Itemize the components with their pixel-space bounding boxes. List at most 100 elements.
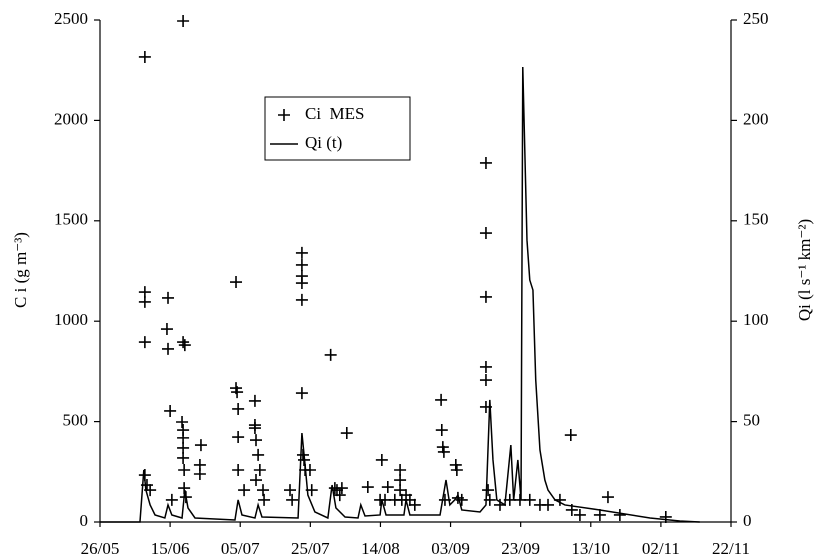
scatter-point <box>455 493 468 506</box>
scatter-point <box>435 393 448 406</box>
scatter-point <box>564 429 577 442</box>
scatter-point <box>238 484 251 497</box>
y-tick-label: 1000 <box>54 310 88 329</box>
scatter-point <box>482 484 495 497</box>
scatter-point <box>178 339 191 352</box>
scatter-point <box>295 246 308 259</box>
scatter-point <box>286 493 299 506</box>
x-tick-label: 14/08 <box>361 539 400 558</box>
x-tick-label: 13/10 <box>571 539 610 558</box>
scatter-point <box>437 445 450 458</box>
scatter-point <box>138 336 151 349</box>
y-tick-label: 0 <box>80 511 89 530</box>
y-tick-label: 2500 <box>54 9 88 28</box>
x-tick-label: 05/07 <box>221 539 260 558</box>
x-tick-label: 03/09 <box>431 539 470 558</box>
scatter-point <box>162 291 175 304</box>
scatter-point <box>248 394 261 407</box>
scatter-point <box>295 293 308 306</box>
scatter-point <box>435 424 448 437</box>
scatter-point <box>295 387 308 400</box>
scatter-point <box>613 508 626 521</box>
legend-label: Ci MES <box>305 104 365 123</box>
scatter-point <box>194 439 207 452</box>
scatter-point <box>257 484 270 497</box>
scatter-point <box>601 491 614 504</box>
scatter-point <box>162 342 175 355</box>
scatter-point <box>177 15 190 28</box>
scatter-point <box>479 156 492 169</box>
y2-tick-label: 200 <box>743 109 769 128</box>
scatter-point <box>479 227 492 240</box>
x-tick-label: 02/11 <box>642 539 680 558</box>
scatter-point <box>593 508 606 521</box>
legend-box <box>264 96 411 161</box>
y2-axis-label: Qi (l s⁻¹ km⁻²) <box>795 219 814 321</box>
x-tick-label: 22/11 <box>712 539 750 558</box>
scatter-point <box>165 493 178 506</box>
y-tick-label: 1500 <box>54 210 88 229</box>
scatter-point <box>258 493 271 506</box>
scatter-point <box>295 277 308 290</box>
scatter-point <box>249 434 262 447</box>
scatter-point <box>176 416 189 429</box>
x-tick-label: 23/09 <box>501 539 540 558</box>
y2-tick-label: 250 <box>743 9 769 28</box>
scatter-point <box>408 498 421 511</box>
y2-tick-label: 0 <box>743 511 752 530</box>
scatter-point <box>479 290 492 303</box>
y-axis-label: C i (g m⁻³) <box>11 232 30 308</box>
scatter-point <box>542 498 555 511</box>
y2-tick-label: 100 <box>743 310 769 329</box>
scatter-point <box>231 386 244 399</box>
scatter-point <box>335 482 348 495</box>
scatter-point <box>659 510 672 523</box>
scatter-point <box>375 453 388 466</box>
scatter-point <box>177 431 190 444</box>
scatter-point <box>138 295 151 308</box>
scatter-point <box>394 474 407 487</box>
scatter-point <box>232 463 245 476</box>
scatter-point <box>394 463 407 476</box>
scatter-point <box>436 441 449 454</box>
scatter-point <box>248 422 261 435</box>
scatter-point <box>232 431 245 444</box>
y-tick-label: 500 <box>63 411 89 430</box>
scatter-point <box>177 441 190 454</box>
scatter-point <box>284 484 297 497</box>
scatter-point <box>295 258 308 271</box>
scatter-point <box>324 348 337 361</box>
x-tick-label: 26/05 <box>81 539 120 558</box>
scatter-point <box>249 474 262 487</box>
scatter-point <box>450 463 463 476</box>
legend-label: Qi (t) <box>305 133 342 152</box>
scatter-point <box>252 448 265 461</box>
scatter-point <box>193 468 206 481</box>
scatter-point <box>340 427 353 440</box>
scatter-point <box>232 402 245 415</box>
line-series <box>100 66 700 523</box>
scatter-point <box>449 458 462 471</box>
scatter-point <box>573 508 586 521</box>
scatter-point <box>479 360 492 373</box>
x-tick-label: 15/06 <box>151 539 190 558</box>
legend-marker <box>278 109 290 121</box>
y-tick-label: 2000 <box>54 109 88 128</box>
scatter-point <box>164 404 177 417</box>
scatter-point <box>178 463 191 476</box>
scatter-point <box>394 484 407 497</box>
y2-tick-label: 50 <box>743 411 760 430</box>
scatter-point <box>253 463 266 476</box>
scatter-point <box>333 489 346 502</box>
scatter-point <box>160 323 173 336</box>
scatter-point <box>523 493 536 506</box>
scatter-point <box>361 481 374 494</box>
scatter-point <box>479 374 492 387</box>
scatter-point <box>138 50 151 63</box>
scatter-point <box>177 451 190 464</box>
scatter-point <box>177 336 190 349</box>
scatter-point <box>381 481 394 494</box>
scatter-point <box>230 276 243 289</box>
y2-tick-label: 150 <box>743 210 769 229</box>
